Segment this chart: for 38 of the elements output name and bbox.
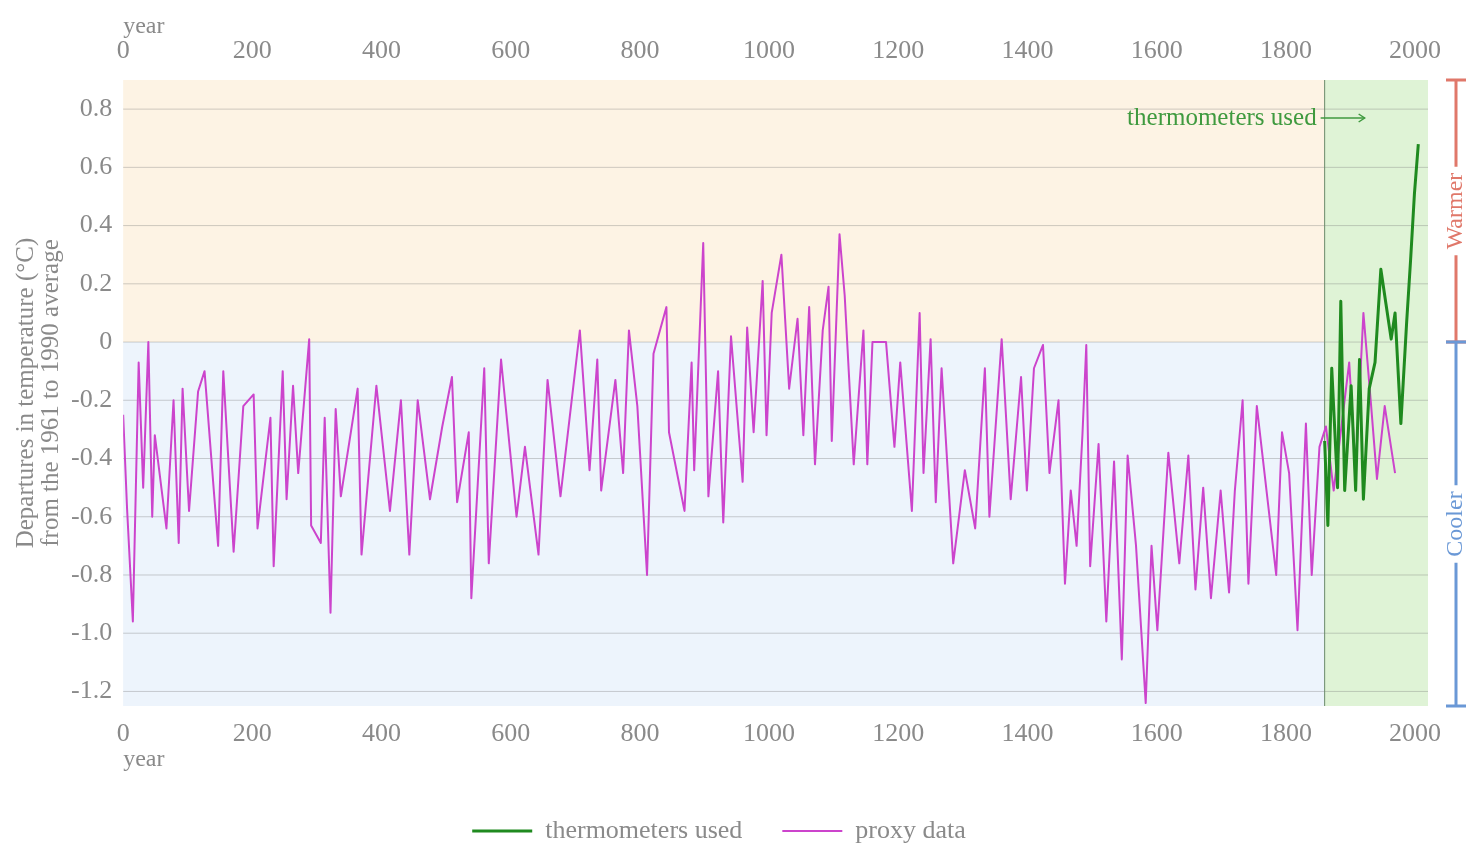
x2-tick-label: 200 [232,35,272,65]
band-label: Cooler [1441,491,1468,557]
x2-tick-label: 400 [362,35,402,65]
y-tick-label: 0.8 [79,92,113,122]
y-tick-label: -0.4 [70,442,113,472]
x2-tick-label: 800 [620,35,660,65]
y-tick-label: -0.8 [70,558,113,588]
x2-tick-label: 1200 [872,35,925,65]
x-tick-label: 800 [620,718,660,748]
x2-tick-label: 1600 [1130,35,1183,65]
legend-label: proxy data [855,814,967,844]
x2-tick-label: 2000 [1389,35,1442,65]
y-tick-label: 0.6 [79,151,113,181]
legend-label: thermometers used [545,814,743,844]
y-tick-label: -0.2 [70,384,113,414]
x-tick-label: 1600 [1130,718,1183,748]
y-tick-label: -1.0 [70,617,113,647]
x-tick-label: 2000 [1389,718,1442,748]
x-axis-title: year [123,744,165,771]
x-tick-label: 1400 [1001,718,1054,748]
y-tick-label: 0.2 [79,267,113,297]
x-tick-label: 1000 [743,718,796,748]
x-tick-label: 600 [491,718,531,748]
y-tick-label: 0.4 [79,209,113,239]
band-label: thermometers used [1127,102,1318,130]
y-tick-label: -0.6 [70,500,113,530]
y-axis-title: Departures in temperature (°C) from the 1961 to 1990 average [11,237,64,549]
x-tick-label: 200 [232,718,272,748]
y-tick-label: -1.2 [70,675,113,705]
band-label: Warmer [1441,172,1468,250]
x2-tick-label: 1400 [1001,35,1054,65]
x2-tick-label: 1000 [743,35,796,65]
x-tick-label: 1800 [1259,718,1312,748]
x2-tick-label: 1800 [1259,35,1312,65]
x-tick-label: 1200 [872,718,925,748]
x2-tick-label: 600 [491,35,531,65]
y-tick-label: 0 [99,325,113,355]
x-tick-label: 400 [362,718,402,748]
